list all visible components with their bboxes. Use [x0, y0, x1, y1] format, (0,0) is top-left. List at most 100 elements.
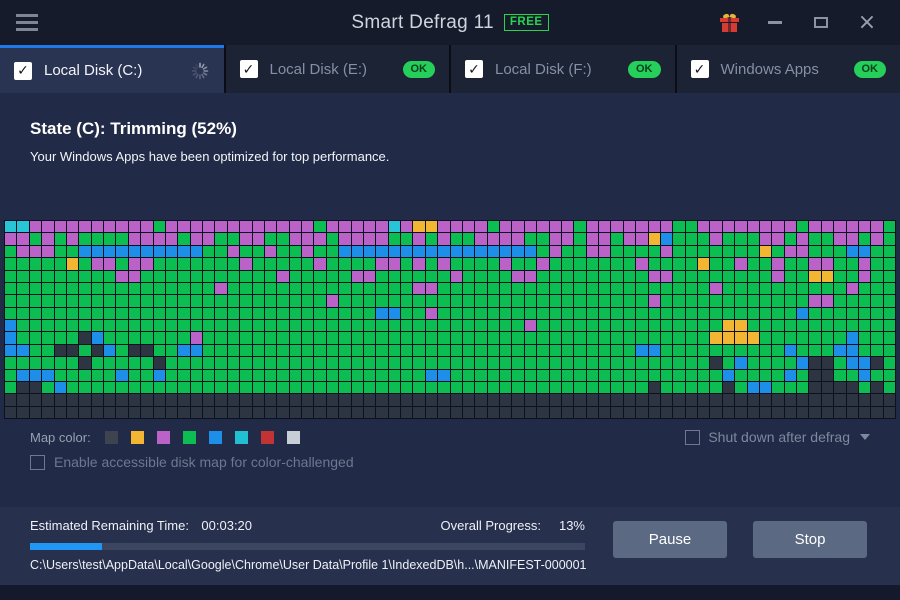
disk-map-cell: [54, 394, 66, 406]
tab-windows-apps[interactable]: ✓ Windows Apps OK: [676, 45, 900, 93]
disk-map-cell: [116, 381, 128, 394]
disk-map-cell: [264, 357, 277, 369]
tab-local-disk-c[interactable]: ✓ Local Disk (C:): [0, 45, 224, 93]
disk-map-cell: [165, 344, 178, 357]
disk-map-cell: [834, 332, 846, 344]
disk-map-cell: [252, 320, 264, 332]
disk-map-cell: [227, 307, 240, 319]
disk-map-cell: [586, 307, 598, 319]
menu-icon[interactable]: [4, 0, 50, 45]
disk-map-cell: [165, 357, 178, 369]
chevron-down-icon[interactable]: [860, 434, 870, 440]
disk-map-cell: [178, 357, 190, 369]
disk-map-cell: [339, 282, 351, 295]
disk-map-cell: [326, 394, 339, 406]
disk-map-cell: [611, 394, 623, 406]
accessible-checkbox[interactable]: [30, 454, 45, 470]
disk-map-cell: [54, 270, 66, 282]
disk-map-cell: [128, 258, 141, 270]
disk-map-cell: [388, 245, 400, 258]
disk-map-cell: [524, 320, 537, 332]
disk-map-cell: [91, 307, 103, 319]
tab-checkbox-f[interactable]: ✓: [465, 60, 483, 78]
disk-map-cell: [264, 320, 277, 332]
disk-map-cell: [759, 270, 772, 282]
disk-map-cell: [351, 320, 363, 332]
disk-map-cell: [846, 394, 858, 406]
disk-map-cell: [116, 394, 128, 406]
disk-map-cell: [524, 270, 537, 282]
disk-map-cell: [772, 233, 784, 245]
disk-map-cell: [104, 307, 116, 319]
disk-map-cell: [834, 406, 846, 418]
disk-map-cell: [500, 295, 512, 307]
close-button[interactable]: ×: [857, 9, 877, 35]
disk-map-cell: [673, 270, 685, 282]
disk-map-cell: [128, 233, 141, 245]
tab-local-disk-e[interactable]: ✓ Local Disk (E:) OK: [225, 45, 449, 93]
disk-map-cell: [586, 344, 598, 357]
gift-icon[interactable]: [706, 0, 752, 45]
disk-map-cell: [104, 344, 116, 357]
disk-map-cell: [153, 270, 165, 282]
disk-map-cell: [698, 332, 710, 344]
disk-map-cell: [141, 307, 153, 319]
disk-map-cell: [487, 221, 499, 233]
disk-map-cell: [611, 332, 623, 344]
disk-map-cell: [339, 245, 351, 258]
disk-map-cell: [858, 233, 871, 245]
disk-map-cell: [42, 369, 54, 381]
disk-map-cell: [599, 320, 611, 332]
disk-map-cell: [227, 258, 240, 270]
disk-map-cell: [29, 245, 42, 258]
disk-map-cell: [227, 357, 240, 369]
disk-map-cell: [401, 344, 413, 357]
disk-map-cell: [685, 344, 697, 357]
tab-checkbox-apps[interactable]: ✓: [690, 60, 709, 78]
disk-map-cell: [747, 221, 759, 233]
disk-map-cell: [611, 320, 623, 332]
disk-map-cell: [339, 332, 351, 344]
disk-map-cell: [165, 282, 178, 295]
disk-map-cell: [190, 369, 202, 381]
tab-checkbox-c[interactable]: ✓: [14, 61, 32, 80]
minimize-button[interactable]: [752, 0, 798, 45]
disk-map-cell: [240, 381, 252, 394]
disk-map-cell: [289, 221, 301, 233]
disk-map-cell: [846, 233, 858, 245]
tab-label: Local Disk (F:): [495, 60, 592, 78]
disk-map-cell: [747, 270, 759, 282]
shutdown-checkbox[interactable]: [685, 429, 701, 445]
legend-swatch: [104, 430, 118, 444]
disk-map-cell: [277, 245, 289, 258]
disk-map-cell: [376, 332, 388, 344]
disk-map-cell: [599, 381, 611, 394]
disk-map-cell: [883, 344, 895, 357]
disk-map-cell: [116, 295, 128, 307]
pause-button[interactable]: Pause: [613, 521, 727, 558]
disk-map-cell: [561, 307, 574, 319]
disk-map-cell: [302, 381, 314, 394]
stop-button[interactable]: Stop: [753, 521, 867, 558]
disk-map-cell: [561, 369, 574, 381]
disk-map-cell: [858, 295, 871, 307]
disk-map-cell: [277, 258, 289, 270]
disk-map-cell: [512, 307, 524, 319]
disk-map-cell: [648, 221, 660, 233]
disk-map-cell: [858, 307, 871, 319]
maximize-button[interactable]: [798, 0, 844, 45]
disk-map-cell: [846, 270, 858, 282]
disk-map-cell: [574, 357, 586, 369]
disk-map-cell: [858, 332, 871, 344]
disk-map-cell: [104, 381, 116, 394]
disk-map-cell: [772, 295, 784, 307]
disk-map-cell: [599, 332, 611, 344]
disk-map-cell: [797, 369, 809, 381]
disk-map-cell: [586, 233, 598, 245]
disk-map-cell: [363, 394, 376, 406]
tab-local-disk-f[interactable]: ✓ Local Disk (F:) OK: [451, 45, 675, 93]
shutdown-after-defrag-option[interactable]: Shut down after defrag: [685, 429, 870, 445]
disk-map-cell: [215, 270, 227, 282]
disk-map-cell: [128, 245, 141, 258]
tab-checkbox-e[interactable]: ✓: [239, 60, 258, 78]
